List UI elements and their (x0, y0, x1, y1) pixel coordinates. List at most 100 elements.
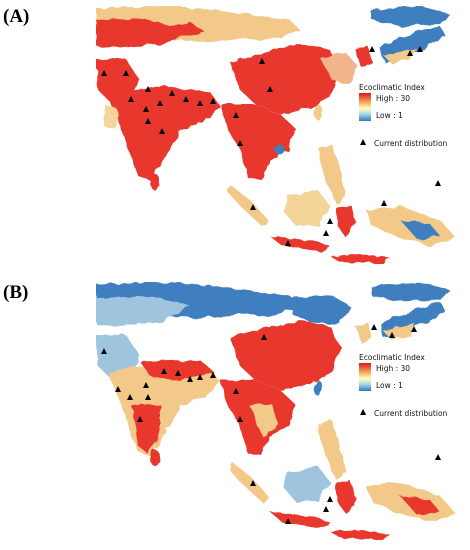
region-sri-lanka (150, 174, 160, 190)
triangle-icon (115, 386, 121, 392)
region-borneo (284, 466, 330, 502)
region-java (270, 236, 330, 252)
triangle-icon: ▲ (360, 137, 367, 146)
legend-high-label: High : 30 (376, 94, 411, 103)
region-hainan (275, 421, 285, 431)
triangle-icon (137, 416, 143, 422)
map-panel-a: (A) Ecoclimatic Index High : 30 Low : 1 … (0, 0, 470, 272)
region-lesser-sunda (330, 530, 390, 540)
triangle-icon (327, 496, 333, 502)
region-korea (355, 322, 372, 344)
panel-label-b: (B) (3, 282, 29, 303)
region-northwest (96, 334, 140, 378)
legend-color-ramp (359, 93, 371, 121)
region-java (270, 512, 330, 528)
region-china-east-mix (320, 52, 358, 84)
triangle-icon (197, 374, 203, 380)
triangle-icon (175, 370, 181, 376)
region-far-east (370, 282, 450, 302)
region-lesser-sunda (330, 254, 390, 264)
region-hainan (275, 145, 285, 155)
triangle-icon (143, 382, 149, 388)
distribution-markers-b (101, 324, 441, 524)
region-china-north-mix (290, 294, 350, 324)
region-taiwan (314, 104, 322, 120)
legend-high-label: High : 30 (376, 364, 411, 373)
region-india-west-yellow (104, 105, 118, 130)
triangle-icon (161, 368, 167, 374)
legend-title: Ecoclimatic Index (359, 83, 425, 92)
legend-b: Ecoclimatic Index High : 30 Low : 1 ▲ Cu… (358, 353, 468, 423)
triangle-icon (159, 128, 165, 134)
legend-distribution-label: Current distribution (374, 409, 448, 418)
triangle-icon (210, 98, 216, 104)
distribution-markers-a (101, 46, 441, 246)
legend-a: Ecoclimatic Index High : 30 Low : 1 ▲ Cu… (358, 83, 468, 153)
region-china (230, 320, 340, 390)
legend-color-ramp (359, 363, 371, 391)
legend-low-label: Low : 1 (376, 381, 403, 390)
triangle-icon (267, 86, 273, 92)
triangle-icon (123, 70, 129, 76)
region-korea (355, 46, 372, 68)
region-central-asia (96, 18, 205, 48)
triangle-icon (250, 480, 256, 486)
triangle-icon (145, 118, 151, 124)
triangle-icon (145, 86, 151, 92)
triangle-icon (323, 230, 329, 236)
triangle-icon (259, 58, 265, 64)
triangle-icon (101, 348, 107, 354)
map-b (96, 282, 456, 540)
panel-label-a: (A) (3, 6, 30, 27)
region-far-east (370, 6, 450, 26)
region-japan-south (384, 48, 416, 64)
triangle-icon (237, 140, 243, 146)
region-tibet (118, 332, 262, 366)
region-tibet (118, 56, 262, 90)
triangle-icon (285, 240, 291, 246)
triangle-icon (233, 388, 239, 394)
map-panel-b: (B) Ecoclimatic Index High : 30 Low : 1 … (0, 276, 470, 548)
triangle-icon (323, 506, 329, 512)
region-philippines (318, 144, 346, 204)
triangle-icon (435, 454, 441, 460)
region-india-south-red (132, 404, 160, 454)
map-a (96, 6, 456, 264)
triangle-icon (371, 324, 377, 330)
triangle-icon (145, 394, 151, 400)
region-sumatra (228, 462, 270, 502)
triangle-icon (285, 518, 291, 524)
region-sri-lanka (150, 450, 160, 466)
triangle-icon (389, 332, 395, 338)
triangle-icon (101, 70, 107, 76)
triangle-icon (381, 200, 387, 206)
triangle-icon (187, 376, 193, 382)
region-indochina (220, 104, 295, 180)
triangle-icon (169, 90, 175, 96)
triangle-icon (183, 96, 189, 102)
triangle-icon (261, 334, 267, 340)
region-northwest (96, 58, 140, 102)
triangle-icon (157, 100, 163, 106)
region-new-guinea-blue (400, 220, 440, 240)
legend-low-label: Low : 1 (376, 111, 403, 120)
legend-title: Ecoclimatic Index (359, 353, 425, 362)
triangle-icon (327, 218, 333, 224)
triangle-icon (369, 46, 375, 52)
region-sulawesi (336, 204, 356, 238)
region-central-asia (96, 296, 190, 326)
region-india-north-red (140, 360, 214, 380)
legend-distribution-label: Current distribution (374, 139, 448, 148)
region-indochina-mix (250, 404, 278, 436)
triangle-icon (411, 326, 417, 332)
triangle-icon (237, 416, 243, 422)
triangle-icon (435, 180, 441, 186)
triangle-icon (417, 46, 423, 52)
region-new-guinea-red (400, 496, 440, 516)
triangle-icon (197, 100, 203, 106)
region-philippines (318, 420, 346, 480)
region-sumatra (228, 186, 270, 226)
triangle-icon (407, 50, 413, 56)
region-taiwan (314, 380, 322, 396)
region-sulawesi (336, 480, 356, 514)
